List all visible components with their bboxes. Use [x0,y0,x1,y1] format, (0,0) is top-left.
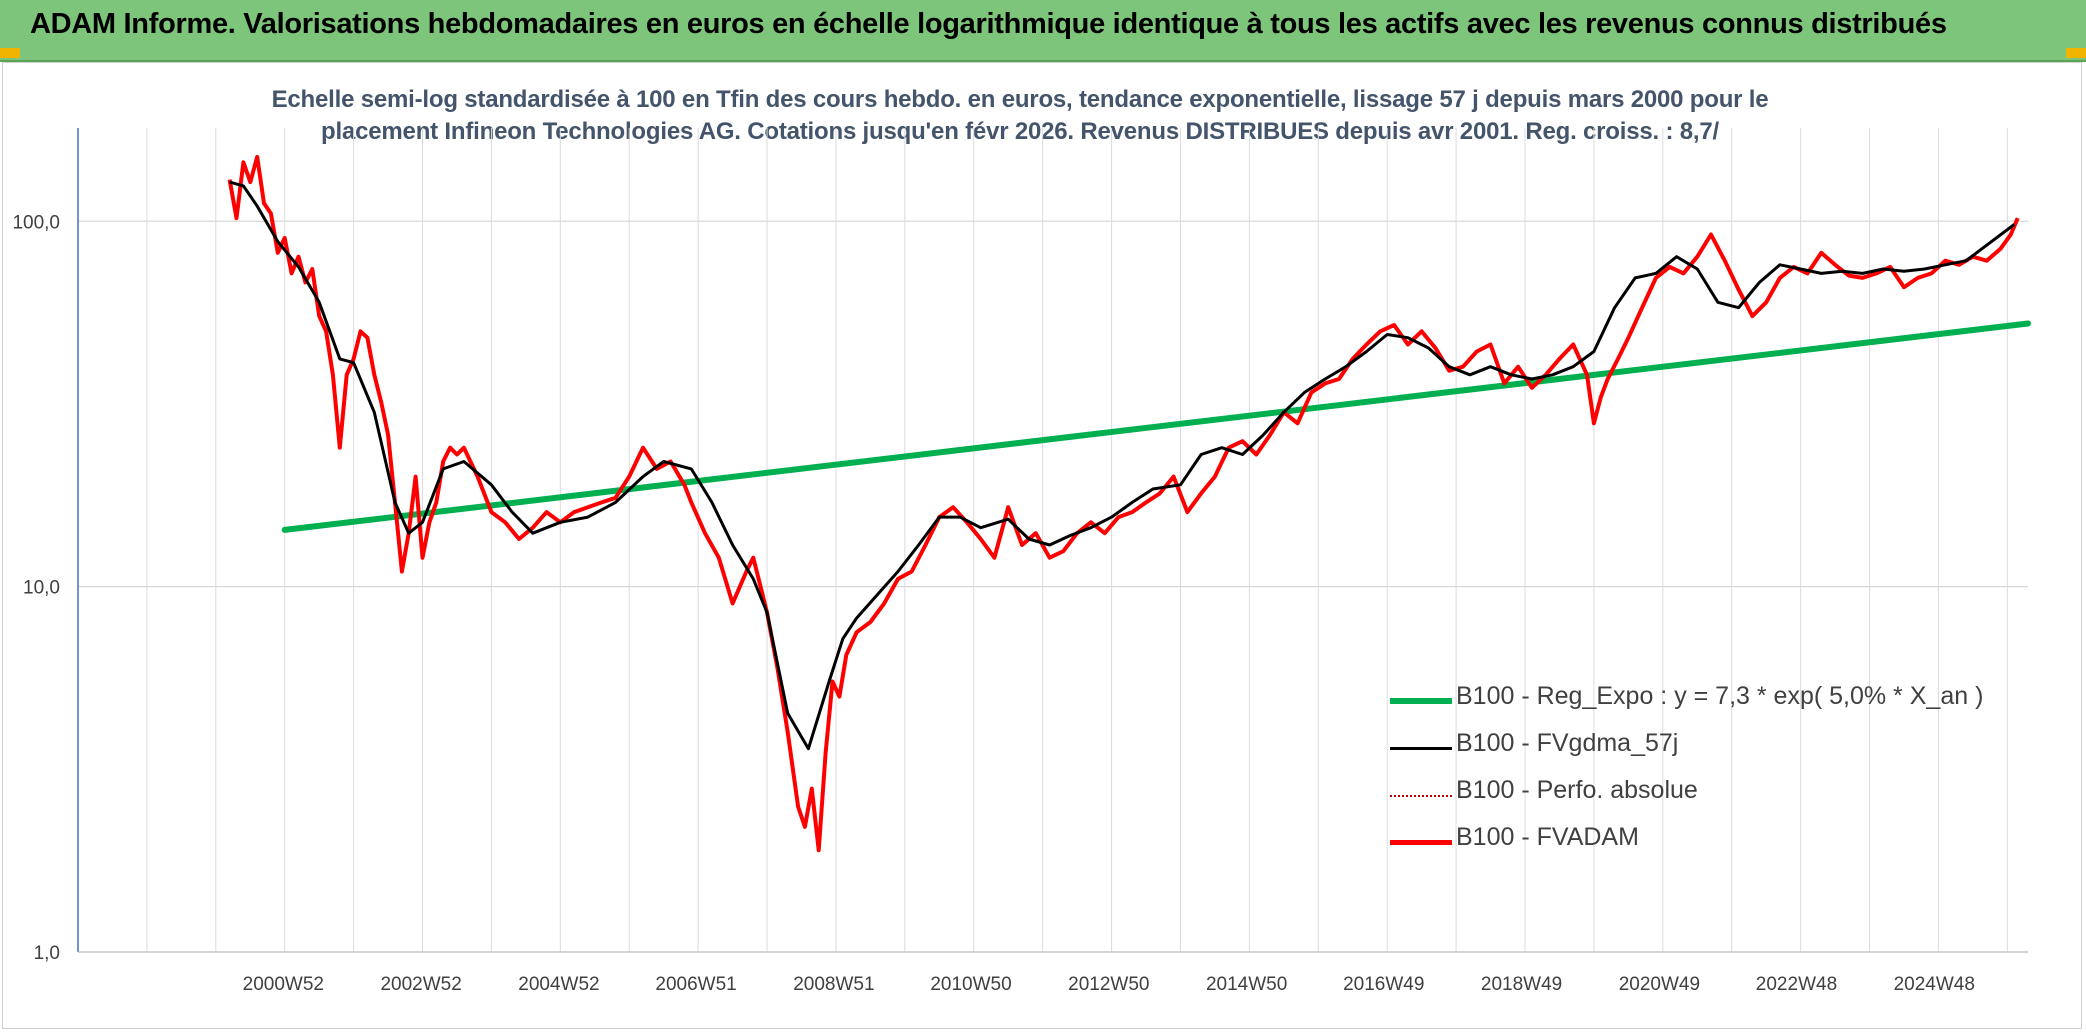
y-tick-label: 100,0 [12,212,60,233]
x-tick-label: 2004W52 [518,974,599,995]
x-tick-label: 2000W52 [243,974,324,995]
x-tick-label: 2002W52 [380,974,461,995]
subtitle-line-1: Echelle semi-log standardisée à 100 en T… [271,86,1769,113]
x-tick-label: 2020W49 [1619,974,1700,995]
x-tick-label: 2022W48 [1756,974,1837,995]
x-tick-label: 2024W48 [1894,974,1975,995]
legend-swatch-reg-expo [1390,698,1452,704]
x-tick-label: 2018W49 [1481,974,1562,995]
legend-label-reg-expo: B100 - Reg_Expo : y = 7,3 * exp( 5,0% * … [1456,682,1984,710]
corner-mark-left [0,48,20,58]
title-banner: ADAM Informe. Valorisations hebdomadaire… [0,0,2086,62]
report-title: ADAM Informe. Valorisations hebdomadaire… [30,8,1947,40]
legend-swatch-fvadam [1390,840,1452,845]
series-line-smooth [229,180,2016,751]
x-tick-label: 2014W50 [1206,974,1287,995]
x-tick-label: 2008W51 [793,974,874,995]
series-line-trend [281,320,2031,533]
legend-label-fvgdma: B100 - FVgdma_57j [1456,729,1679,757]
series-lines [227,154,2031,853]
legend-swatch-perfo [1390,795,1452,797]
y-tick-label: 10,0 [23,578,60,599]
x-tick-label: 2012W50 [1068,974,1149,995]
subtitle-line-2: placement Infineon Technologies AG. Cota… [321,118,1719,145]
legend-swatch-fvgdma [1390,747,1452,750]
corner-mark-right [2066,48,2086,58]
x-tick-label: 2016W49 [1343,974,1424,995]
tick-labels: 1,0 10,0 100,0 2000W52 2002W52 2004W52 2006W51… [12,212,1975,995]
legend-label-fvadam: B100 - FVADAM [1456,823,1639,851]
grid-lines [77,128,2028,953]
chart-frame [2,62,2082,1029]
y-tick-label: 1,0 [34,943,60,964]
chart-subtitle: Echelle semi-log standardisée à 100 en T… [80,84,1960,148]
series-line-main [227,154,2020,853]
axes [77,128,2028,953]
legend-label-perfo: B100 - Perfo. absolue [1456,776,1698,804]
x-tick-label: 2010W50 [930,974,1011,995]
x-tick-label: 2006W51 [655,974,736,995]
